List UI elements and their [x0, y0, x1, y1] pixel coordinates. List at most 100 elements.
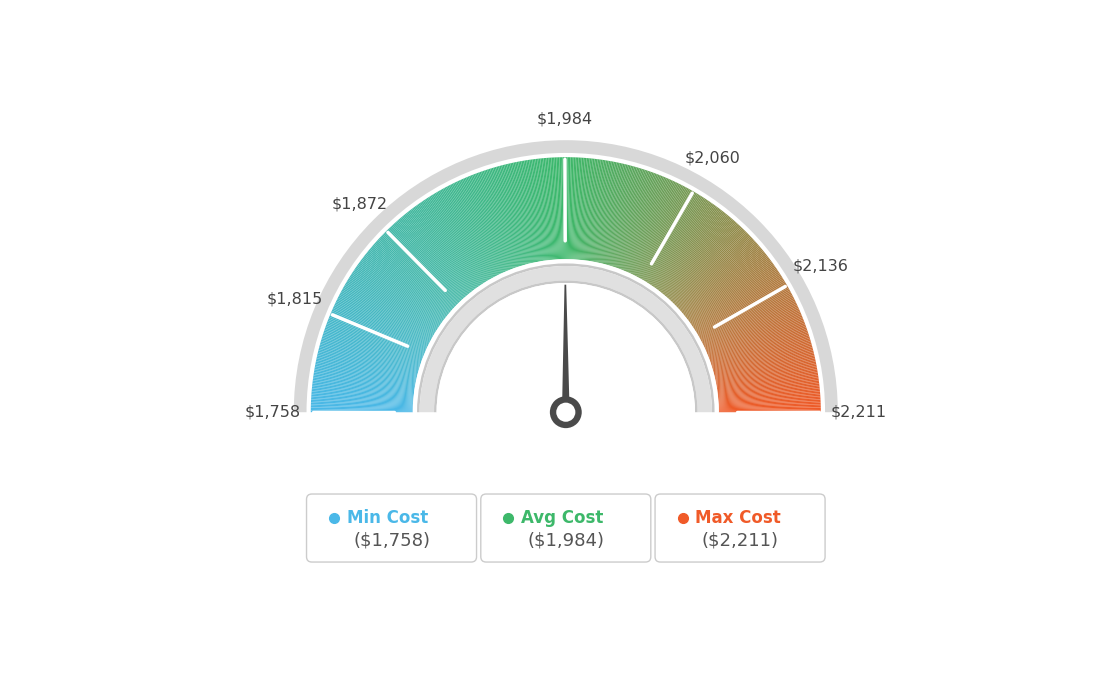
Wedge shape	[341, 289, 432, 339]
Wedge shape	[481, 171, 516, 268]
Wedge shape	[648, 198, 705, 284]
Wedge shape	[413, 259, 719, 412]
Wedge shape	[506, 164, 531, 264]
Wedge shape	[718, 379, 819, 393]
Wedge shape	[710, 327, 807, 362]
Wedge shape	[352, 272, 438, 328]
FancyBboxPatch shape	[481, 494, 651, 562]
Wedge shape	[388, 228, 459, 303]
Wedge shape	[659, 210, 723, 292]
Wedge shape	[691, 266, 776, 326]
Wedge shape	[682, 246, 761, 313]
Wedge shape	[312, 382, 414, 395]
Wedge shape	[708, 317, 803, 356]
Wedge shape	[438, 190, 490, 279]
Wedge shape	[325, 329, 422, 363]
Wedge shape	[312, 380, 414, 394]
Text: $1,872: $1,872	[331, 196, 388, 211]
Wedge shape	[333, 305, 427, 349]
Wedge shape	[420, 202, 479, 287]
Wedge shape	[453, 183, 499, 275]
Wedge shape	[564, 157, 565, 259]
Wedge shape	[573, 157, 578, 259]
Text: $2,136: $2,136	[793, 259, 848, 274]
Wedge shape	[399, 219, 466, 297]
Wedge shape	[628, 179, 671, 273]
Wedge shape	[686, 253, 766, 317]
Wedge shape	[619, 173, 657, 269]
Wedge shape	[604, 165, 630, 264]
Wedge shape	[417, 264, 714, 412]
Wedge shape	[323, 331, 421, 364]
Wedge shape	[437, 191, 489, 280]
Wedge shape	[507, 164, 531, 264]
Wedge shape	[488, 168, 520, 266]
Wedge shape	[616, 171, 650, 268]
Wedge shape	[469, 176, 509, 270]
Wedge shape	[596, 162, 618, 262]
Wedge shape	[675, 232, 747, 305]
Wedge shape	[428, 197, 484, 284]
Wedge shape	[631, 181, 676, 274]
Wedge shape	[631, 182, 677, 275]
Wedge shape	[574, 157, 582, 259]
Wedge shape	[325, 327, 422, 362]
Wedge shape	[613, 170, 646, 267]
Wedge shape	[343, 286, 433, 337]
Wedge shape	[715, 362, 816, 382]
Wedge shape	[693, 272, 779, 328]
Wedge shape	[386, 230, 459, 304]
Wedge shape	[664, 216, 730, 295]
Wedge shape	[649, 199, 707, 284]
Wedge shape	[679, 240, 755, 310]
Wedge shape	[332, 308, 426, 351]
Wedge shape	[687, 256, 768, 319]
Wedge shape	[716, 364, 817, 384]
Wedge shape	[599, 164, 623, 263]
Wedge shape	[672, 230, 745, 304]
Text: $1,758: $1,758	[244, 405, 300, 420]
Wedge shape	[678, 237, 753, 308]
Wedge shape	[696, 277, 783, 332]
Wedge shape	[458, 180, 502, 273]
Wedge shape	[509, 164, 532, 263]
Wedge shape	[605, 166, 633, 264]
Wedge shape	[371, 246, 449, 313]
Wedge shape	[677, 237, 752, 308]
Wedge shape	[412, 208, 475, 290]
Wedge shape	[580, 158, 590, 260]
Wedge shape	[585, 159, 599, 261]
Wedge shape	[718, 375, 818, 391]
Wedge shape	[374, 242, 452, 311]
Wedge shape	[676, 234, 750, 306]
Wedge shape	[367, 252, 447, 317]
Wedge shape	[390, 226, 461, 302]
Wedge shape	[359, 262, 442, 323]
Wedge shape	[407, 212, 471, 293]
Wedge shape	[713, 344, 813, 373]
Wedge shape	[408, 210, 473, 292]
Wedge shape	[524, 160, 542, 262]
Wedge shape	[364, 255, 446, 318]
Wedge shape	[315, 369, 415, 387]
Wedge shape	[337, 298, 429, 344]
Wedge shape	[716, 369, 817, 387]
Wedge shape	[645, 193, 699, 282]
Wedge shape	[522, 161, 541, 262]
Wedge shape	[710, 329, 807, 363]
Wedge shape	[311, 390, 413, 400]
Wedge shape	[637, 186, 686, 277]
Wedge shape	[601, 164, 625, 264]
Wedge shape	[535, 159, 549, 260]
Wedge shape	[339, 293, 431, 342]
Wedge shape	[529, 159, 544, 261]
Wedge shape	[545, 158, 554, 259]
Wedge shape	[368, 251, 447, 316]
Wedge shape	[683, 250, 763, 315]
Wedge shape	[711, 332, 808, 365]
Wedge shape	[436, 192, 489, 281]
Wedge shape	[554, 157, 560, 259]
Wedge shape	[329, 315, 424, 355]
Wedge shape	[689, 261, 772, 322]
Wedge shape	[576, 158, 585, 259]
